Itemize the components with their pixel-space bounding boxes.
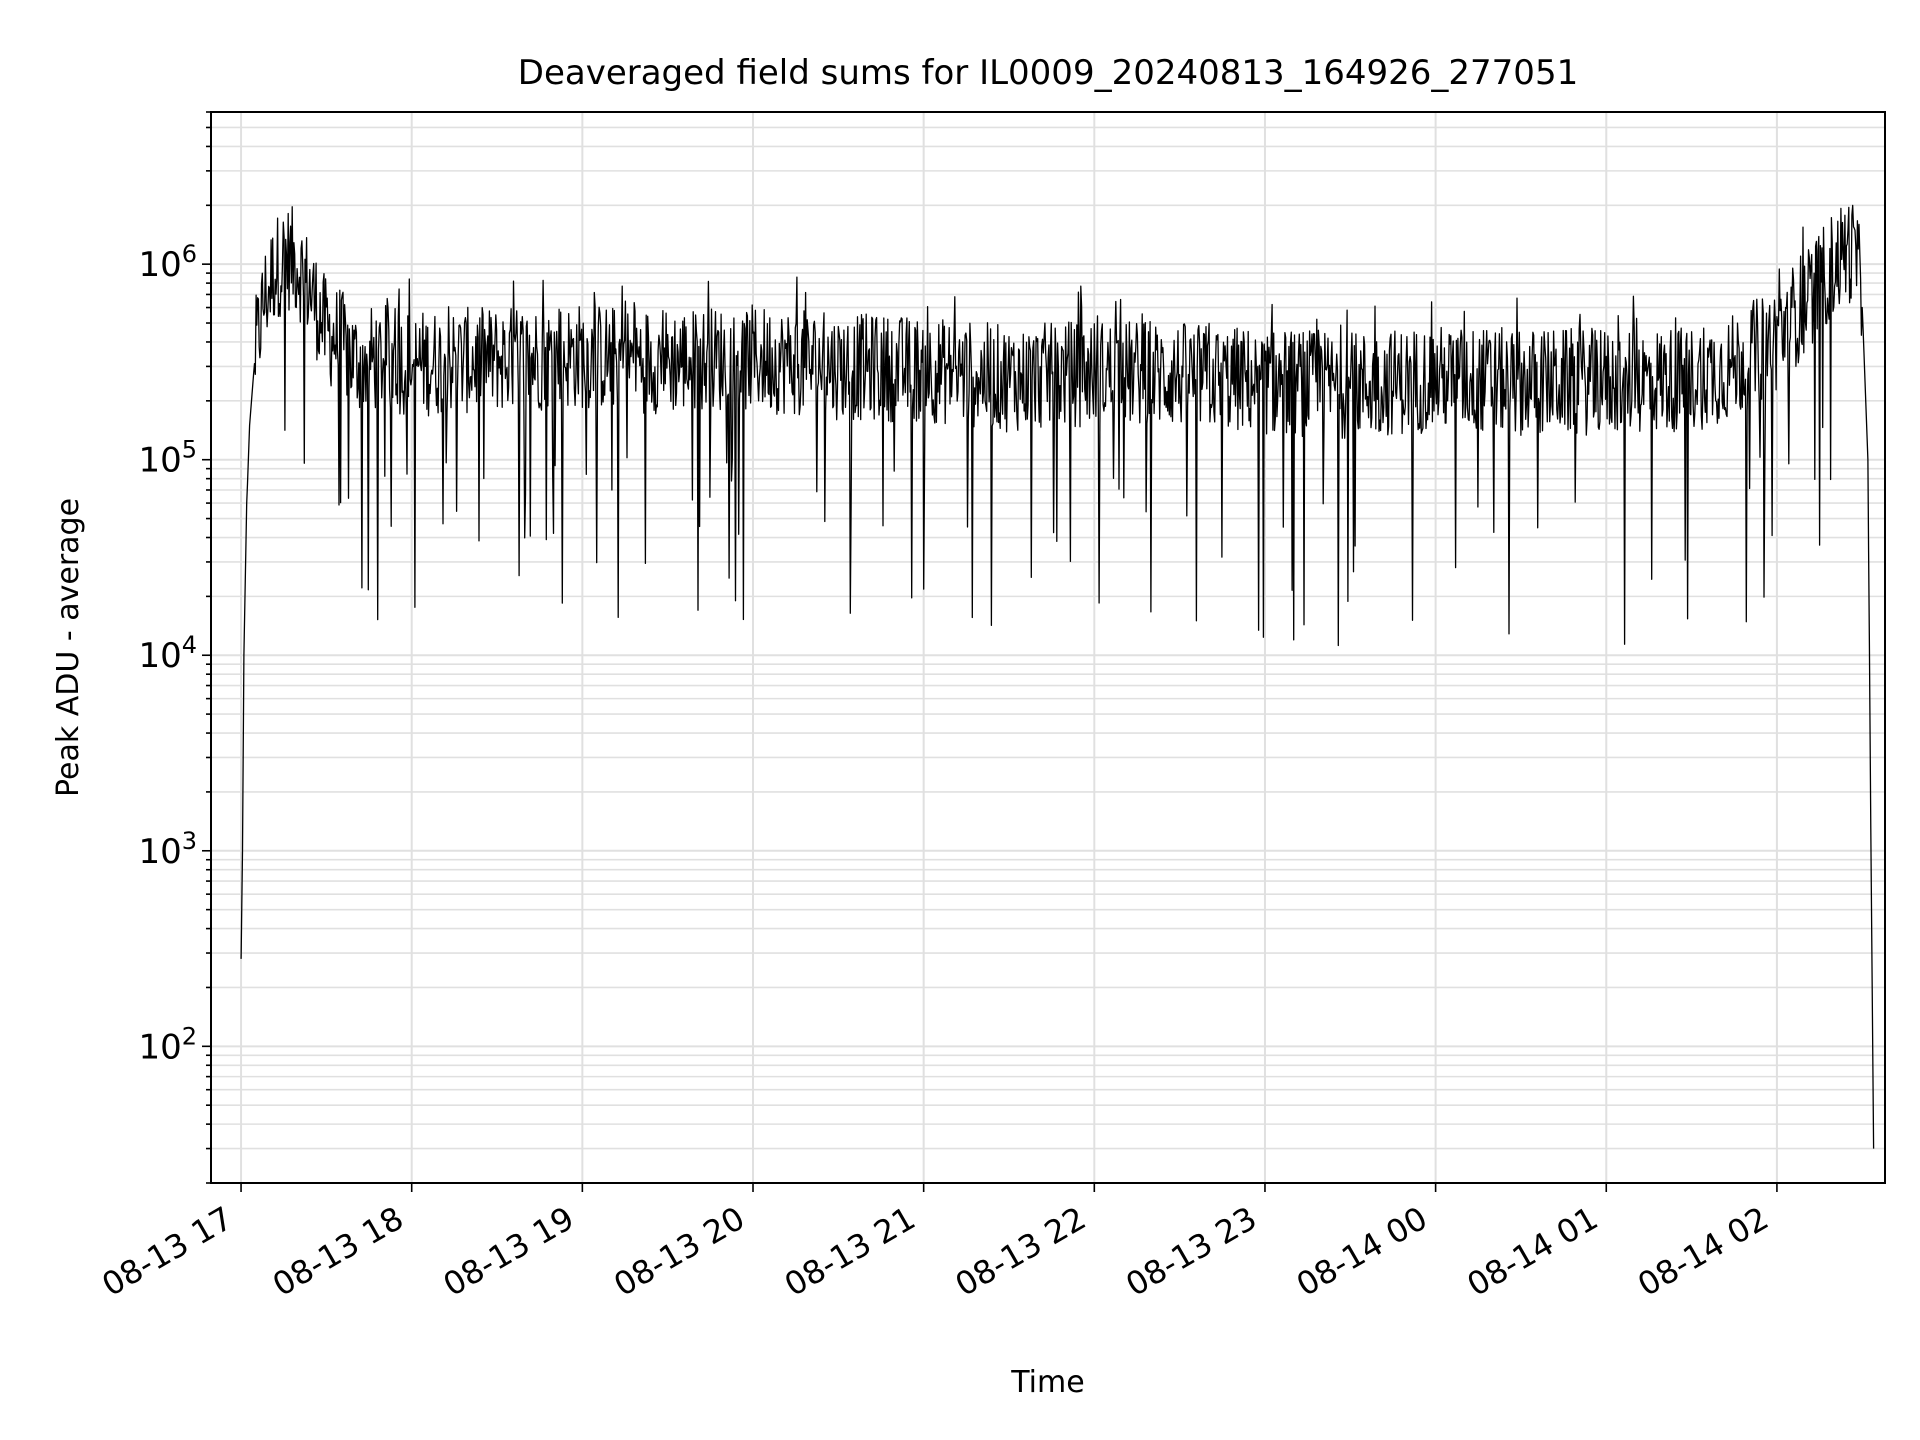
series-layer — [240, 204, 1875, 1149]
y-tick-label: 103 — [138, 827, 197, 872]
y-tick-label: 106 — [138, 240, 197, 285]
y-tick-exponent: 5 — [182, 436, 197, 464]
y-tick-base: 10 — [138, 245, 181, 285]
x-tick-label: 08-13 18 — [266, 1199, 410, 1304]
x-tick-label: 08-13 21 — [778, 1199, 922, 1304]
y-tick-label: 102 — [138, 1022, 197, 1067]
y-tick-base: 10 — [138, 1027, 181, 1067]
y-tick-exponent: 3 — [182, 827, 197, 855]
y-tick-exponent: 2 — [182, 1022, 197, 1050]
y-tick-label: 105 — [138, 436, 197, 481]
chart-title: Deaveraged field sums for IL0009_2024081… — [518, 53, 1578, 93]
y-tick-exponent: 4 — [182, 631, 197, 659]
x-tick-label: 08-14 02 — [1631, 1199, 1775, 1304]
x-axis-label: Time — [1010, 1365, 1084, 1400]
x-tick-label: 08-13 20 — [607, 1199, 751, 1304]
y-tick-base: 10 — [138, 636, 181, 676]
x-tick-label: 08-13 23 — [1119, 1199, 1263, 1304]
x-tick-label: 08-13 22 — [949, 1199, 1093, 1304]
y-axis-label: Peak ADU - average — [51, 498, 86, 797]
x-tick-label: 08-13 19 — [437, 1199, 581, 1304]
x-tick-label: 08-14 00 — [1290, 1199, 1434, 1304]
grid — [211, 111, 1885, 1184]
series-line — [240, 204, 1875, 1149]
plot-area-frame — [210, 111, 1886, 1184]
y-tick-exponent: 6 — [182, 240, 197, 268]
x-tick-label: 08-13 17 — [95, 1199, 239, 1304]
y-tick-label: 104 — [138, 631, 197, 676]
y-tick-base: 10 — [138, 832, 181, 872]
y-tick-base: 10 — [138, 441, 181, 481]
x-tick-label: 08-14 01 — [1461, 1199, 1605, 1304]
